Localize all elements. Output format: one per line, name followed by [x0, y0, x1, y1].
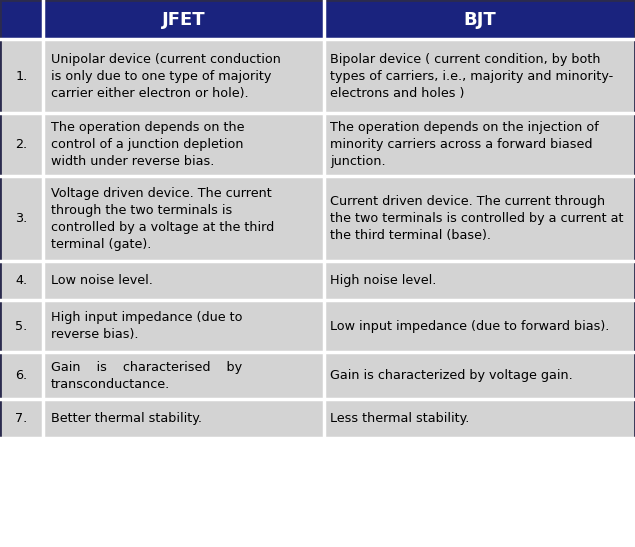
Text: 7.: 7. [15, 412, 28, 425]
Bar [324, 300, 635, 352]
Bar [0, 261, 43, 300]
Text: Better thermal stability.: Better thermal stability. [51, 412, 202, 425]
Bar [0, 176, 43, 261]
Bar [43, 176, 324, 261]
Text: The operation depends on the injection of
minority carriers across a forward bia: The operation depends on the injection o… [330, 121, 599, 168]
Text: Low input impedance (due to forward bias).: Low input impedance (due to forward bias… [330, 320, 610, 333]
Text: Voltage driven device. The current
through the two terminals is
controlled by a : Voltage driven device. The current throu… [51, 187, 274, 251]
Bar [0, 39, 43, 113]
Bar [43, 0, 324, 39]
Text: Bipolar device ( current condition, by both
types of carriers, i.e., majority an: Bipolar device ( current condition, by b… [330, 53, 613, 100]
Text: 4.: 4. [15, 274, 28, 287]
Text: The operation depends on the
control of a junction depletion
width under reverse: The operation depends on the control of … [51, 121, 244, 168]
Text: Gain is characterized by voltage gain.: Gain is characterized by voltage gain. [330, 369, 573, 382]
Text: Less thermal stability.: Less thermal stability. [330, 412, 469, 425]
Bar [43, 261, 324, 300]
Bar [43, 300, 324, 352]
Bar [0, 0, 635, 438]
Bar [0, 300, 43, 352]
Bar [324, 0, 635, 39]
Bar [0, 113, 43, 176]
Text: Low noise level.: Low noise level. [51, 274, 152, 287]
Bar [43, 39, 324, 113]
Bar [43, 352, 324, 399]
Bar [43, 113, 324, 176]
Bar [0, 399, 43, 438]
Text: High noise level.: High noise level. [330, 274, 437, 287]
Bar [324, 113, 635, 176]
Bar [324, 176, 635, 261]
Text: 5.: 5. [15, 320, 28, 333]
Bar [324, 352, 635, 399]
Text: 1.: 1. [15, 70, 28, 83]
Bar [0, 352, 43, 399]
Bar [43, 399, 324, 438]
Text: Unipolar device (current conduction
is only due to one type of majority
carrier : Unipolar device (current conduction is o… [51, 53, 281, 100]
Bar [324, 261, 635, 300]
Text: BJT: BJT [463, 11, 496, 28]
Text: High input impedance (due to
reverse bias).: High input impedance (due to reverse bia… [51, 311, 243, 341]
Bar [324, 39, 635, 113]
Text: JFET: JFET [162, 11, 205, 28]
Text: 2.: 2. [15, 138, 28, 151]
Text: Gain    is    characterised    by
transconductance.: Gain is characterised by transconductanc… [51, 360, 242, 391]
Bar [324, 399, 635, 438]
Bar [0, 0, 43, 39]
Text: 6.: 6. [15, 369, 28, 382]
Text: Current driven device. The current through
the two terminals is controlled by a : Current driven device. The current throu… [330, 195, 624, 242]
Text: 3.: 3. [15, 212, 28, 225]
